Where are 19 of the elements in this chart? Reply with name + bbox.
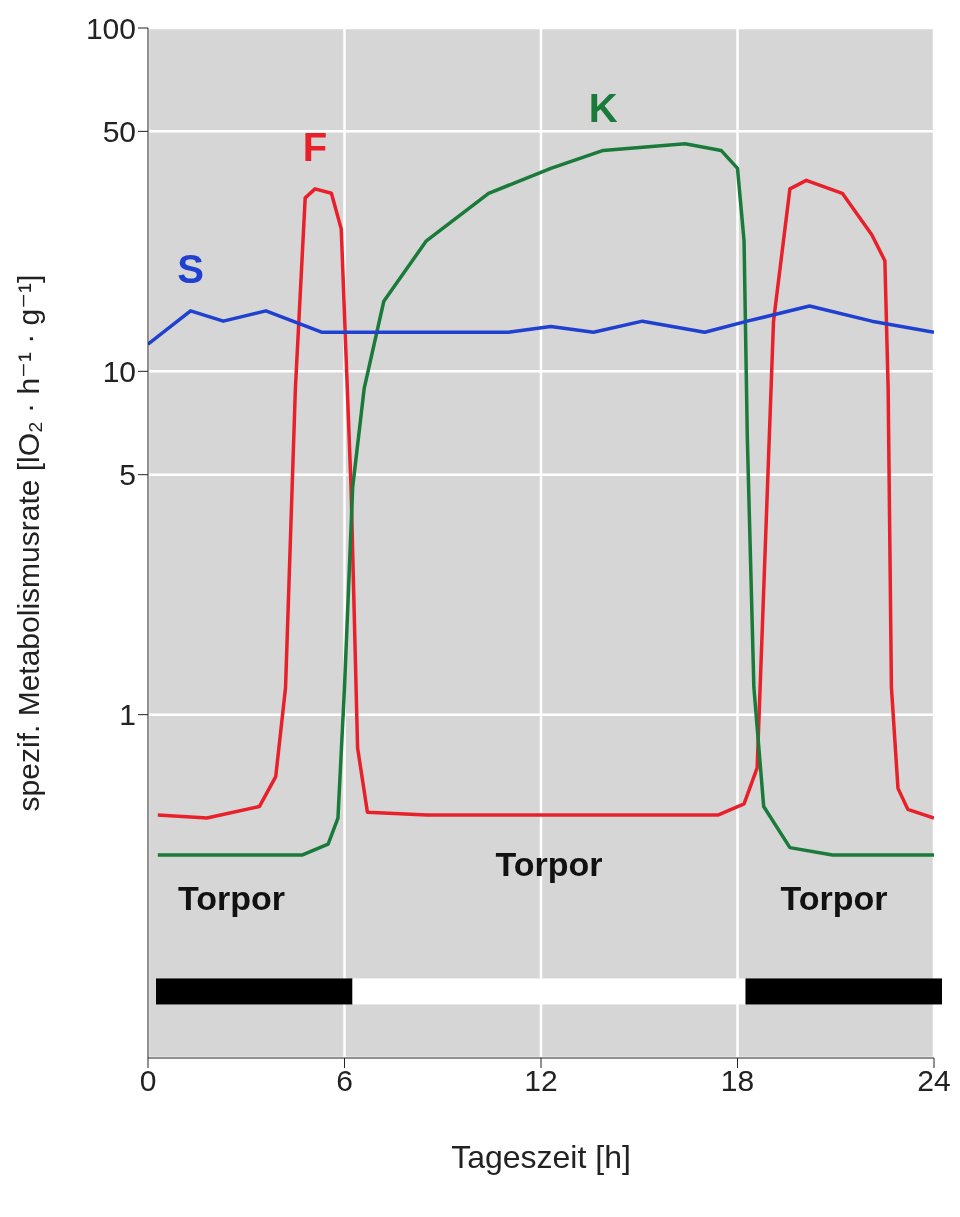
line-series: [148, 304, 934, 346]
y-axis-title: spezif. Metabolismusrate [lO₂ · h⁻¹ · g⁻¹]: [11, 274, 45, 812]
y-tick-label: 50: [102, 115, 136, 148]
x-tick-label: 6: [336, 1064, 353, 1098]
x-tick-label: 24: [917, 1064, 951, 1098]
annotation: Torpor: [177, 879, 285, 918]
series-label: K: [588, 86, 618, 131]
x-axis-title: Tageszeit [h]: [451, 1139, 631, 1175]
series-label: F: [302, 124, 328, 169]
x-tick-label: 18: [720, 1064, 755, 1098]
x-tick-label: 0: [139, 1064, 157, 1098]
x-tick-label: 12: [524, 1064, 558, 1098]
y-tick-label: 100: [85, 11, 136, 45]
annotation: Torpor: [780, 879, 888, 918]
y-tick-label: 10: [102, 354, 136, 388]
y-tick-label: 5: [119, 458, 136, 492]
y-tick-label: 1: [119, 698, 136, 732]
series-label: S: [177, 246, 204, 291]
annotation: Torpor: [495, 845, 603, 884]
